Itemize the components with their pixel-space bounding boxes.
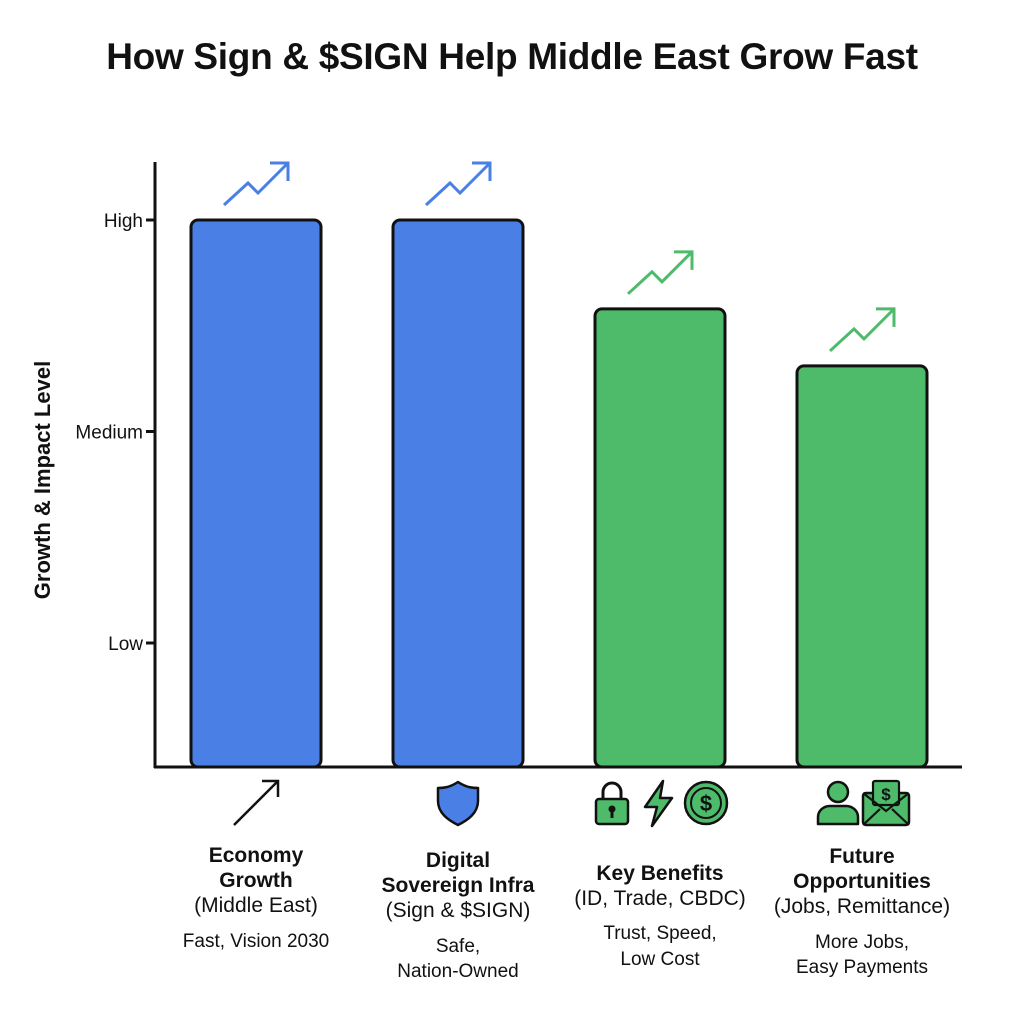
category-name: Sovereign Infra bbox=[381, 874, 535, 898]
bar bbox=[593, 307, 727, 769]
y-tick-label: Low bbox=[108, 634, 143, 655]
trend-arrows bbox=[222, 161, 896, 353]
x-category-label: Future Opportunities (Jobs, Remittance) Mor… bbox=[752, 844, 972, 981]
trend-up-icon bbox=[626, 250, 694, 295]
lightning-icon bbox=[643, 779, 674, 828]
category-desc: Nation-Owned bbox=[397, 961, 519, 983]
x-category-label: Economy Growth (Middle East) Fast, Vision 2… bbox=[146, 843, 366, 954]
category-desc: Easy Payments bbox=[796, 957, 928, 979]
category-name: Growth bbox=[219, 869, 293, 893]
dollar-coin-icon: $ bbox=[683, 780, 729, 826]
y-axis-label: Growth & Impact Level bbox=[30, 361, 55, 599]
svg-text:$: $ bbox=[881, 785, 891, 804]
bar bbox=[189, 218, 323, 769]
bar bbox=[391, 218, 525, 769]
category-name: Economy bbox=[208, 844, 304, 867]
arrow-up-right-icon bbox=[233, 779, 280, 826]
category-sub: (Sign & $SIGN) bbox=[385, 899, 531, 923]
category-desc: Low Cost bbox=[620, 949, 700, 971]
bar bbox=[795, 364, 929, 769]
bars bbox=[189, 218, 929, 769]
y-ticks: Low Medium High bbox=[75, 211, 155, 655]
category-desc: More Jobs, bbox=[815, 931, 909, 953]
trend-up-icon bbox=[828, 307, 896, 353]
category-icons: $ $ bbox=[233, 779, 911, 828]
category-desc: Safe, bbox=[435, 935, 481, 957]
svg-text:$: $ bbox=[700, 791, 712, 816]
chart-title: How Sign & $SIGN Help Middle East Grow F… bbox=[106, 36, 918, 77]
category-name: Future bbox=[829, 845, 895, 868]
x-category-label: Key Benefits (ID, Trade, CBDC) Trust, Spee… bbox=[550, 861, 770, 973]
lock-icon bbox=[594, 781, 630, 826]
y-tick-label: High bbox=[104, 211, 143, 232]
trend-up-icon bbox=[424, 161, 492, 207]
category-desc: Trust, Speed, bbox=[603, 923, 717, 945]
money-envelope-icon: $ bbox=[861, 779, 911, 827]
category-sub: (Middle East) bbox=[194, 894, 318, 918]
category-sub: (Jobs, Remittance) bbox=[773, 895, 951, 919]
person-icon bbox=[816, 780, 860, 826]
shield-icon bbox=[436, 780, 480, 827]
x-category-label: Digital Sovereign Infra (Sign & $SIGN) Safe… bbox=[348, 848, 568, 985]
category-desc: Fast, Vision 2030 bbox=[182, 930, 330, 952]
category-name: Digital bbox=[425, 849, 491, 872]
category-name: Key Benefits bbox=[596, 862, 724, 885]
category-name: Opportunities bbox=[793, 870, 931, 894]
category-sub: (ID, Trade, CBDC) bbox=[574, 887, 746, 911]
trend-up-icon bbox=[222, 161, 290, 207]
y-tick-label: Medium bbox=[75, 423, 143, 444]
